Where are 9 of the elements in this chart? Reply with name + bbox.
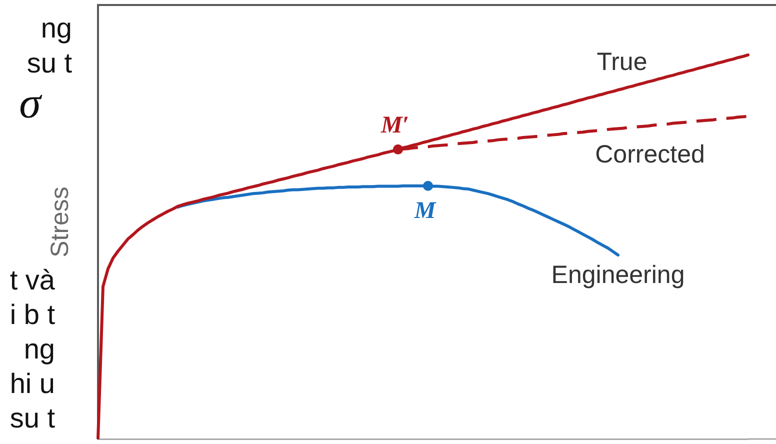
text: t và i b t ng hi u su t <box>10 264 56 434</box>
text: ng su t <box>26 12 72 79</box>
text: σ <box>19 78 44 128</box>
series-label: Corrected <box>595 140 705 168</box>
series-label: True <box>596 48 648 76</box>
series-label: Engineering <box>551 260 685 289</box>
y-axis-title: Stress <box>46 186 74 258</box>
series-label: M <box>413 198 438 224</box>
series-label: M′ <box>380 112 410 139</box>
